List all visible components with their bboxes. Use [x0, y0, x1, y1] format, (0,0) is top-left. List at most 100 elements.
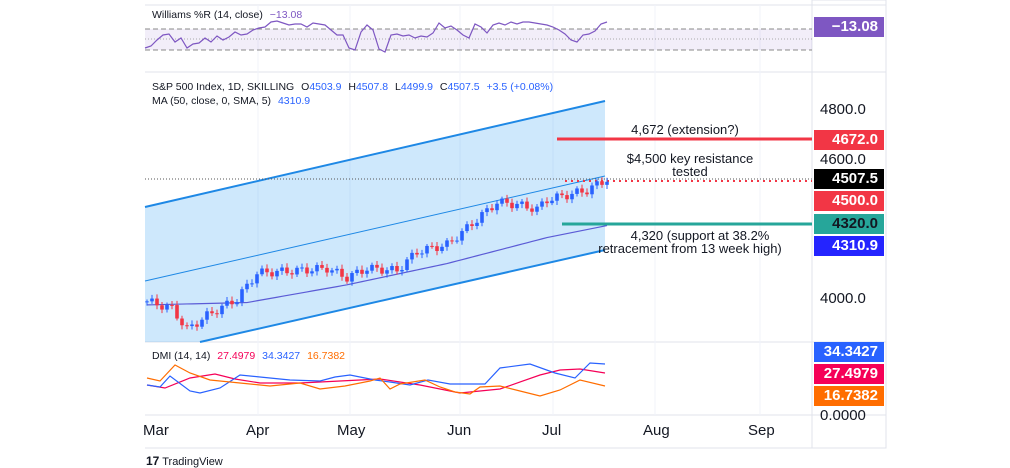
candle-body: [150, 298, 154, 302]
candle-body: [455, 240, 459, 242]
resistance-annotation-2: tested: [672, 164, 708, 179]
candle-body: [570, 193, 574, 200]
candle-body: [250, 283, 254, 285]
candle-body: [565, 195, 569, 200]
plus-di-tag: 34.3427: [814, 342, 884, 362]
candle-body: [335, 268, 339, 271]
candle-body: [290, 273, 294, 275]
candle-body: [245, 283, 249, 290]
candle-body: [580, 188, 584, 193]
channel-lower-line: [199, 249, 606, 343]
candle-body: [350, 273, 354, 282]
price-axis-label: 4600.0: [820, 151, 866, 168]
candle-body: [440, 246, 444, 252]
candle-body: [265, 268, 269, 273]
candle-body: [180, 318, 184, 326]
candle-body: [410, 252, 414, 260]
candle-body: [195, 324, 199, 327]
williams-tag: −13.08: [814, 17, 884, 37]
candle-body: [365, 270, 369, 274]
candle-body: [505, 198, 509, 203]
ma-value: 4310.9: [277, 95, 311, 107]
adx-value: 27.4979: [217, 350, 256, 362]
candle-body: [300, 267, 304, 269]
candle-body: [325, 267, 329, 273]
candle-body: [415, 252, 419, 255]
candle-body: [545, 201, 549, 204]
candle-body: [330, 270, 334, 273]
minus-di-tag: 16.7382: [814, 386, 884, 406]
ma-label[interactable]: MA (50, close, 0, SMA, 5): [152, 95, 272, 107]
open-label: O: [301, 81, 310, 93]
candle-body: [320, 265, 324, 268]
dmi-title: DMI (14, 14): [152, 350, 211, 362]
close-value: 4507.5: [447, 81, 480, 93]
tradingview-logo[interactable]: 17 TradingView: [146, 454, 223, 468]
ma-tag: 4310.9: [814, 236, 884, 256]
price-axis-label: 4800.0: [820, 101, 866, 118]
symbol-label[interactable]: S&P 500 Index, 1D, SKILLING: [152, 81, 295, 93]
candle-body: [315, 265, 319, 272]
candle-body: [470, 224, 474, 226]
candle-body: [285, 267, 289, 274]
candle-body: [400, 269, 404, 272]
candle-body: [605, 181, 609, 185]
williams-title: Williams %R (14, close): [152, 9, 263, 21]
resistance-annotation: $4,500 key resistance: [626, 151, 754, 166]
brand-label: TradingView: [162, 456, 223, 468]
candle-body: [435, 246, 439, 252]
candle-body: [595, 181, 599, 186]
close-label: C: [439, 81, 448, 93]
price-axis-label: 4000.0: [820, 290, 866, 307]
candle-body: [175, 305, 179, 319]
candle-body: [225, 300, 229, 306]
candle-body: [200, 319, 204, 327]
candle-body: [550, 200, 554, 204]
time-axis-label: Jun: [447, 422, 472, 439]
candle-body: [385, 270, 389, 274]
support-annotation: 4,320 (support at 38.2%: [630, 228, 770, 243]
candle-body: [485, 208, 489, 213]
candle-body: [380, 267, 384, 274]
candle-body: [575, 188, 579, 194]
channel-mid-line: [144, 175, 606, 282]
candle-body: [230, 300, 234, 305]
candle-body: [480, 212, 484, 223]
channel-upper-line: [144, 100, 606, 208]
open-value: 4503.9: [309, 81, 342, 93]
candle-body: [235, 302, 239, 305]
resistance-tag: 4500.0: [814, 191, 884, 211]
time-axis-label: Aug: [643, 422, 670, 439]
candle-body: [310, 271, 314, 274]
candle-body: [515, 203, 519, 209]
candle-body: [190, 324, 194, 327]
low-label: L: [395, 81, 401, 93]
candle-body: [240, 289, 244, 303]
last-price-tag: 4507.5: [814, 169, 884, 189]
dmi-legend: DMI (14, 14) 27.4979 34.3427 16.7382: [152, 350, 349, 362]
williams-line: [144, 20, 608, 53]
time-axis-label: Sep: [748, 422, 775, 439]
change-value: +3.5 (+0.08%): [486, 81, 554, 93]
candle-body: [270, 272, 274, 277]
candle-body: [145, 301, 149, 303]
candle-body: [305, 267, 309, 274]
adx-tag: 27.4979: [814, 364, 884, 384]
candle-body: [340, 268, 344, 277]
time-axis-label: Apr: [246, 422, 270, 439]
candle-body: [370, 264, 374, 271]
williams-value: −13.08: [269, 9, 303, 21]
candle-body: [260, 268, 264, 275]
candle-body: [165, 304, 169, 310]
candle-body: [585, 192, 589, 195]
candle-body: [590, 185, 594, 195]
candle-body: [500, 198, 504, 204]
candle-body: [390, 266, 394, 271]
minus-di-line: [146, 364, 606, 397]
time-axis-label: Jul: [542, 422, 562, 439]
candle-body: [475, 222, 479, 226]
plus-di-line: [146, 362, 606, 394]
candle-body: [520, 201, 524, 204]
